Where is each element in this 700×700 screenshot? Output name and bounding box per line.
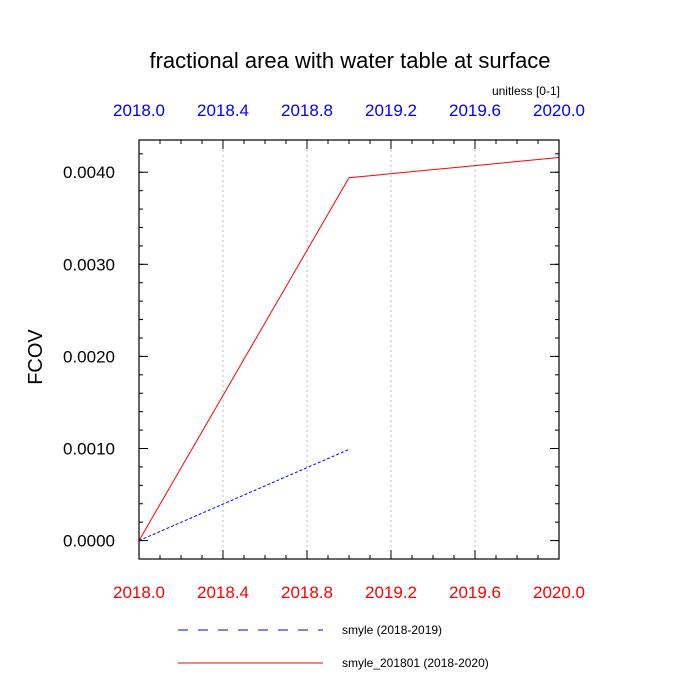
x-tick-label-bottom: 2018.4 [197,583,249,602]
legend: smyle (2018-2019) smyle_201801 (2018-2020… [178,623,489,670]
grid [222,140,476,559]
x-tick-label-top: 2018.0 [113,101,165,120]
plot-frame [138,139,560,560]
x-tick-label-top: 2019.2 [365,101,417,120]
x-tick-label-top: 2018.8 [281,101,333,120]
y-tick-label: 0.0010 [63,439,115,458]
y-axis-label: FCOV [25,329,47,385]
x-tick-label-top: 2019.6 [449,101,501,120]
x-tick-label-bottom: 2019.6 [449,583,501,602]
y-tick-label: 0.0020 [63,347,115,366]
y-tick-label: 0.0040 [63,163,115,182]
x-tick-label-top: 2018.4 [197,101,249,120]
y-tick-label: 0.0000 [63,532,115,551]
x-tick-label-top: 2020.0 [533,101,585,120]
legend-label-2: smyle_201801 (2018-2020) [342,656,489,670]
x-tick-label-bottom: 2019.2 [365,583,417,602]
x-tick-label-bottom: 2018.8 [281,583,333,602]
y-tick-label: 0.0030 [63,255,115,274]
legend-label-1: smyle (2018-2019) [342,623,442,637]
series-line-1 [138,448,350,542]
series-line-2 [138,156,560,541]
x-tick-label-bottom: 2020.0 [533,583,585,602]
units-label: unitless [0-1] [492,84,560,98]
chart-title: fractional area with water table at surf… [149,48,550,73]
x-tick-label-bottom: 2018.0 [113,583,165,602]
axes: 2018.0 2018.0 2018.4 2018.4 2018.8 2018.8 2019… [63,101,585,602]
series-group [138,156,560,542]
